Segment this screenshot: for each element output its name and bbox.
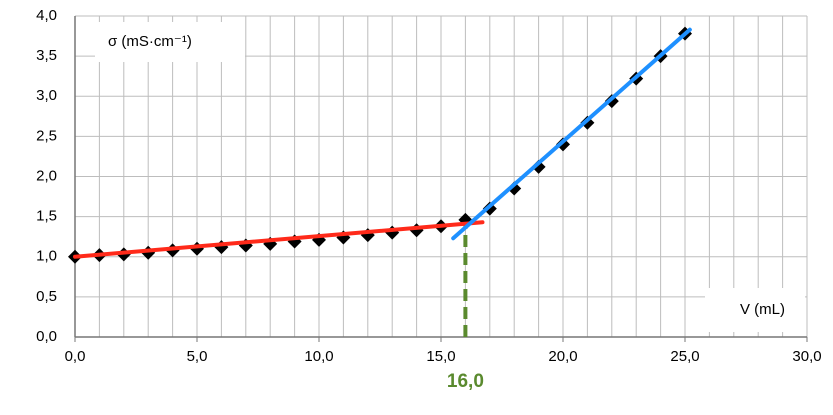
label-box <box>705 288 805 332</box>
x-tick-label: 5,0 <box>187 348 208 365</box>
y-tick-label: 2,5 <box>36 127 57 144</box>
grid <box>75 15 808 338</box>
y-tick-label: 0,5 <box>36 288 57 305</box>
y-tick-label: 4,0 <box>36 7 57 24</box>
x-tick-label: 20,0 <box>548 348 577 365</box>
x-tick-label: 0,0 <box>65 348 86 365</box>
data-point <box>531 159 546 174</box>
annotation: 16,0 <box>447 371 484 392</box>
x-tick-label: 25,0 <box>670 348 699 365</box>
fit-line <box>73 220 485 259</box>
x-tick-label: 30,0 <box>792 348 821 365</box>
x-tick-label: 15,0 <box>426 348 455 365</box>
data-point <box>409 223 424 238</box>
y-tick-label: 1,5 <box>36 208 57 225</box>
fit-line <box>451 27 692 241</box>
y-tick-label: 2,0 <box>36 167 57 184</box>
y-tick-label: 3,5 <box>36 47 57 64</box>
y-tick-label: 0,0 <box>36 328 57 345</box>
y-tick-label: 3,0 <box>36 87 57 104</box>
y-axis-label: σ (mS·cm⁻¹) <box>108 33 192 50</box>
label-box <box>95 22 245 62</box>
x-axis-label: V (mL) <box>740 301 785 318</box>
x-tick-label: 10,0 <box>304 348 333 365</box>
y-tick-label: 1,0 <box>36 248 57 265</box>
